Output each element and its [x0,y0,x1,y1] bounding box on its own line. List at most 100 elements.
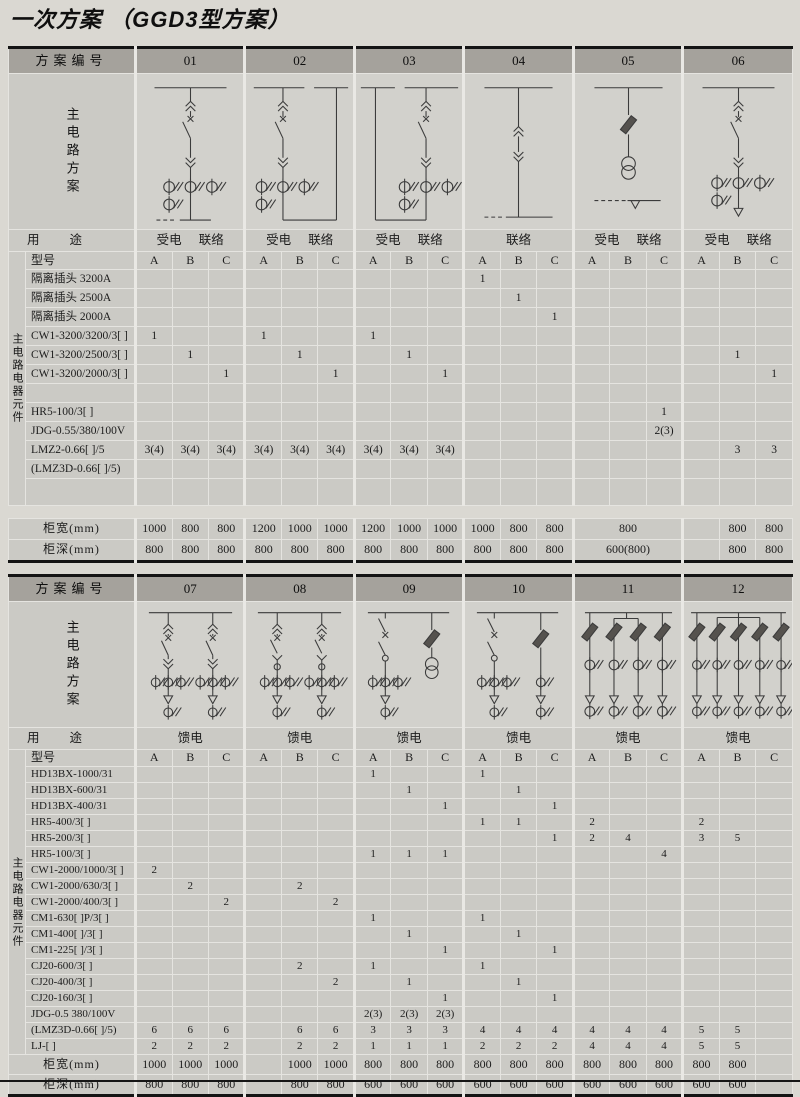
value-cell [681,402,720,422]
value-cell [499,894,538,911]
usage-row: 用途 受电 联络 受电 联络 受电 联络 联络 受电 联络 受电 联络 [7,229,793,252]
variant-header-06-B: B [718,251,757,270]
value-cell [352,990,392,1007]
value-cell [426,288,465,308]
component-label: CW1-3200/3200/3[ ] [24,326,137,346]
value-cell [718,782,757,799]
value-cell [426,926,465,943]
value-cell [681,345,720,365]
value-cell [280,862,319,879]
value-cell [718,974,757,991]
value-cell [681,440,720,460]
value-cell [609,326,647,346]
value-cell: 1 [426,798,465,815]
value-cell [681,894,720,911]
value-cell [571,1006,611,1023]
value-cell [571,990,611,1007]
value-cell [133,402,173,422]
value-cell [609,942,647,959]
value-cell [352,402,392,422]
cabinet-depth-value: 600 [681,1074,720,1096]
value-cell [718,942,757,959]
value-cell [645,798,684,815]
value-cell: 2 [462,1038,501,1055]
value-cell [207,402,246,422]
value-cell [243,383,282,403]
component-label: (LMZ3D-0.66[ ]/5) [24,1022,137,1039]
value-cell [536,440,574,460]
value-cell [718,910,757,927]
value-cell [536,364,574,384]
value-cell [207,345,246,365]
cabinet-width-value: 1000 [462,518,501,540]
component-label: CW1-3200/2500/3[ ] [24,345,137,365]
value-cell [462,345,501,365]
value-cell [390,862,428,879]
value-cell [462,1006,501,1023]
cabinet-width-value: 800 [426,1054,465,1075]
cabinet-width-value [681,518,720,540]
variant-header-07-C: C [207,749,246,767]
value-cell [609,307,647,327]
value-cell: 1 [536,830,574,847]
component-row: 隔离插头 2000A 1 [9,307,793,327]
value-cell [352,459,392,479]
value-cell [609,958,647,975]
value-cell [133,459,173,479]
value-cell [609,846,647,863]
value-cell [536,421,574,441]
value-cell [133,345,173,365]
scheme-number-09: 09 [352,575,465,602]
scheme-11-usage: 馈电 [571,727,684,750]
value-cell [718,288,757,308]
value-cell [718,269,757,289]
cabinet-depth-value: 800 [207,1074,246,1096]
scheme-09-diagram-cell [352,601,465,728]
model-header-row: 主电路电器元件 型号 A B C A B C A B C A B C A B C A B C [8,749,793,1055]
value-cell [681,383,720,403]
value-cell: 1 [352,846,392,863]
value-cell [171,798,209,815]
scheme-10-usage: 馈电 [462,727,574,750]
component-row: CM1-630[ ]P/3[ ] 1 1 [9,910,793,927]
value-cell: 1 [499,926,538,943]
value-cell [645,782,684,799]
value-cell [571,878,611,895]
value-cell [280,478,319,506]
cabinet-depth-value: 800 [755,539,793,562]
value-cell: 4 [609,830,647,847]
value-cell [681,307,720,327]
component-row: 隔离插头 2500A 1 [9,288,793,308]
value-cell: 1 [499,288,538,308]
value-cell [207,459,246,479]
value-cell: 2 [280,958,319,975]
value-cell [681,326,720,346]
component-label: HR5-400/3[ ] [24,814,137,831]
value-cell [133,830,173,847]
model-label: 型号 [24,749,137,767]
value-cell [243,1038,282,1055]
value-cell [317,958,355,975]
value-cell [645,894,684,911]
cabinet-depth-value: 600 [609,1074,647,1096]
components-group-label-text: 主电路电器元件 [11,333,24,424]
value-cell [207,307,246,327]
value-cell: 4 [609,1038,647,1055]
value-cell: 1 [462,814,501,831]
value-cell [536,974,574,991]
component-label: HD13BX-600/31 [24,782,137,799]
value-cell [243,798,282,815]
value-cell [133,1006,173,1023]
value-cell [755,830,793,847]
value-cell [499,990,538,1007]
value-cell [207,1006,246,1023]
value-cell: 2 [536,1038,574,1055]
value-cell [243,364,282,384]
value-cell [133,894,173,911]
cabinet-width-value [755,1054,793,1075]
main-circuit-diagram-row: 主电路方案 [7,601,793,728]
scheme-11-diagram-cell [571,601,684,728]
cabinet-width-value: 800 [645,1054,684,1075]
value-cell [280,974,319,991]
main-circuit-label: 主电路方案 [7,601,137,728]
